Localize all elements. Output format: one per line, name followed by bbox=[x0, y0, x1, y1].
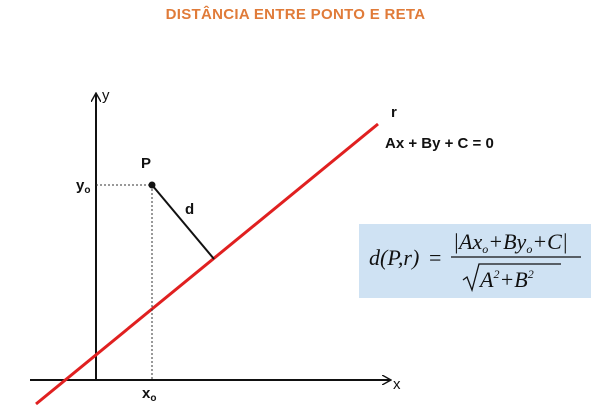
formula-denominator: A2+B2 bbox=[478, 267, 534, 292]
distance-label: d bbox=[185, 201, 194, 218]
num-part2: +By bbox=[488, 229, 526, 254]
num-sub1: o bbox=[482, 242, 488, 256]
diagram-title: DISTÂNCIA ENTRE PONTO E RETA bbox=[165, 6, 426, 23]
x0-sub: o bbox=[150, 393, 156, 404]
den-exp1: 2 bbox=[493, 267, 499, 281]
y0-main: y bbox=[76, 177, 85, 194]
line-equation: Ax + By + C = 0 bbox=[385, 135, 494, 152]
x0-main: x bbox=[142, 385, 151, 402]
distance-formula: d(P,r) = |Axo+Byo+C| A2+B2 bbox=[369, 229, 581, 293]
den-part2: +B bbox=[499, 267, 527, 292]
formula-box: d(P,r) = |Axo+Byo+C| A2+B2 bbox=[359, 224, 591, 298]
den-part1: A bbox=[478, 267, 494, 292]
sqrt-sign bbox=[462, 263, 561, 293]
formula-lhs: d(P,r) bbox=[369, 245, 419, 270]
line-r-label: r bbox=[391, 104, 397, 121]
num-part3: +C| bbox=[532, 229, 568, 254]
point-p-label: P bbox=[141, 155, 151, 172]
formula-equals: = bbox=[429, 245, 441, 270]
num-part1: |Ax bbox=[453, 229, 482, 254]
y-axis-label: y bbox=[102, 87, 110, 104]
line-r bbox=[35, 122, 379, 406]
formula-numerator: |Axo+Byo+C| bbox=[453, 229, 568, 256]
y0-sub: o bbox=[84, 185, 90, 196]
y0-label: yo bbox=[76, 177, 90, 196]
distance-segment bbox=[151, 184, 215, 260]
x-axis-label: x bbox=[393, 376, 401, 393]
x0-label: xo bbox=[142, 385, 156, 404]
num-sub2: o bbox=[526, 242, 532, 256]
den-exp2: 2 bbox=[528, 267, 534, 281]
